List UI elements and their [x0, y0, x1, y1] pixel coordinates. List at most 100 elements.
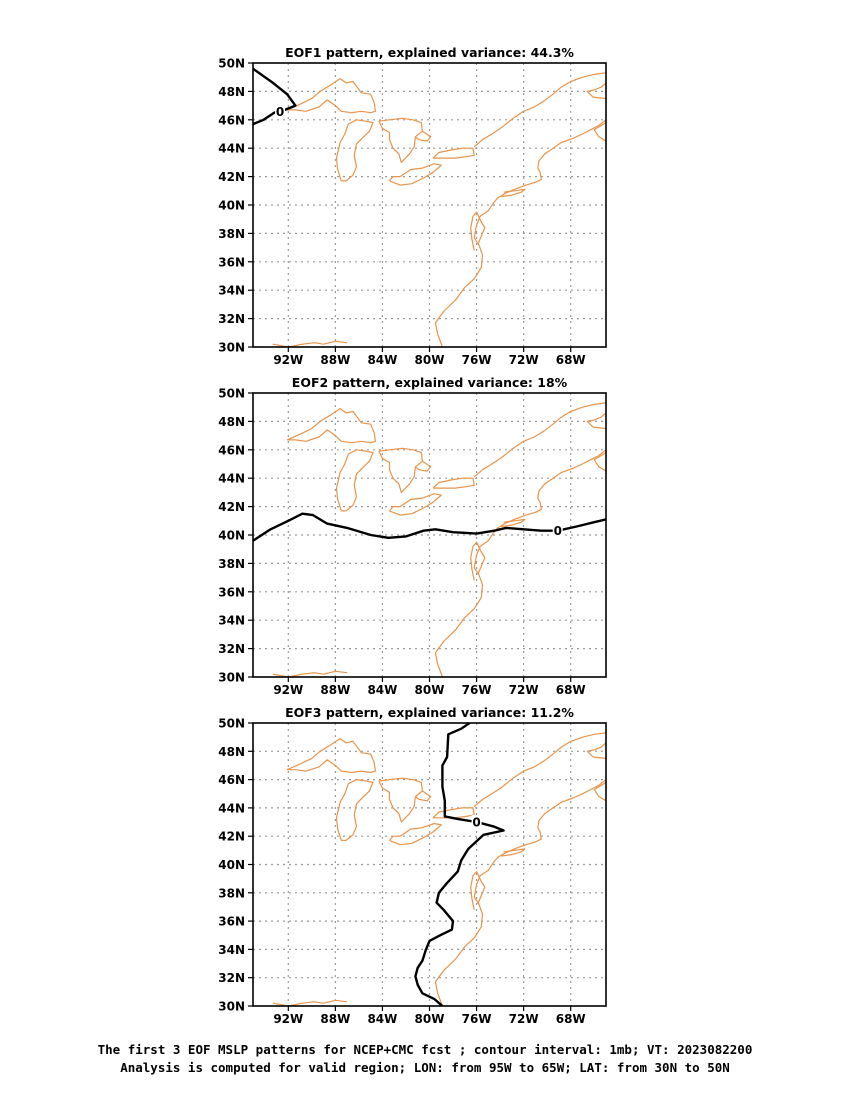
x-tick-label: 68W	[556, 353, 586, 367]
y-tick-label: 42N	[218, 500, 245, 514]
y-tick-label: 46N	[218, 113, 245, 127]
x-tick-label: 80W	[415, 1012, 445, 1026]
graticule	[253, 63, 606, 347]
coastline	[434, 463, 583, 677]
coastline	[582, 119, 606, 135]
coastline	[272, 670, 348, 677]
coastline	[378, 777, 423, 823]
y-tick-label: 36N	[218, 915, 245, 929]
zero-contour-line	[253, 512, 606, 542]
x-tick-label: 80W	[415, 353, 445, 367]
coastline	[335, 119, 374, 182]
coastline	[473, 732, 606, 807]
x-tick-label: 84W	[367, 1012, 397, 1026]
coastline	[470, 541, 486, 581]
coastline	[335, 449, 374, 512]
y-tick-label: 48N	[218, 415, 245, 429]
y-tick-label: 36N	[218, 585, 245, 599]
coastline	[473, 402, 606, 478]
contour-label: 0	[472, 816, 480, 830]
coastline	[378, 447, 423, 493]
y-tick-label: 48N	[218, 85, 245, 99]
coastline	[432, 807, 475, 819]
eof2-panel: EOF2 pattern, explained variance: 18% 0 92…	[218, 375, 607, 697]
coastline	[432, 477, 475, 489]
y-tick-label: 42N	[218, 830, 245, 844]
coastline	[582, 779, 606, 795]
graticule	[253, 393, 606, 677]
coastline	[434, 793, 583, 1006]
y-tick-label: 46N	[218, 443, 245, 457]
coastline	[501, 848, 526, 857]
panel-title: EOF3 pattern, explained variance: 11.2%	[285, 705, 574, 720]
coastline	[473, 72, 606, 148]
y-tick-label: 40N	[218, 199, 245, 213]
y-tick-label: 32N	[218, 642, 245, 656]
coastline	[272, 999, 348, 1006]
x-tick-label: 84W	[367, 353, 397, 367]
coastline	[286, 737, 376, 774]
x-tick-label: 88W	[320, 683, 350, 697]
coastline	[272, 340, 348, 347]
x-tick-label: 92W	[273, 353, 303, 367]
coastline	[586, 82, 606, 100]
y-tick-label: 40N	[218, 529, 245, 543]
eof3-panel: EOF3 pattern, explained variance: 11.2% 0…	[218, 705, 607, 1026]
y-tick-label: 34N	[218, 943, 245, 957]
caption-line-2: Analysis is computed for valid region; L…	[120, 1060, 730, 1075]
coastline	[586, 742, 606, 759]
y-tick-label: 44N	[218, 142, 245, 156]
coastline	[286, 408, 376, 444]
zero-contour-line	[414, 723, 505, 1006]
y-tick-label: 44N	[218, 472, 245, 486]
y-tick-label: 42N	[218, 170, 245, 184]
x-tick-label: 72W	[509, 683, 539, 697]
coastline	[432, 147, 475, 159]
y-tick-label: 34N	[218, 614, 245, 628]
panel-title: EOF1 pattern, explained variance: 44.3%	[285, 45, 574, 60]
x-tick-label: 68W	[556, 683, 586, 697]
coastline	[593, 122, 606, 142]
y-tick-label: 38N	[218, 557, 245, 571]
contour-label: 0	[276, 105, 284, 119]
coastline	[582, 449, 606, 465]
contour-label-bg	[275, 104, 286, 119]
x-tick-label: 76W	[462, 353, 492, 367]
x-tick-label: 72W	[509, 353, 539, 367]
y-tick-label: 46N	[218, 773, 245, 787]
y-tick-label: 50N	[218, 717, 245, 731]
y-tick-label: 50N	[218, 57, 245, 71]
x-tick-label: 80W	[415, 683, 445, 697]
coastline	[415, 790, 432, 802]
coastline	[389, 163, 442, 186]
y-tick-label: 48N	[218, 745, 245, 759]
y-tick-label: 34N	[218, 284, 245, 298]
coastline	[470, 870, 486, 910]
y-tick-label: 32N	[218, 971, 245, 985]
coastlines	[272, 72, 606, 347]
coastline	[434, 133, 583, 347]
coastline	[501, 518, 526, 528]
panel-title: EOF2 pattern, explained variance: 18%	[292, 375, 568, 390]
contour-label-bg	[471, 815, 482, 830]
y-tick-label: 30N	[218, 1000, 245, 1014]
y-tick-label: 30N	[218, 671, 245, 685]
x-tick-label: 68W	[556, 1012, 586, 1026]
coastline	[415, 460, 432, 472]
coastline	[470, 211, 486, 251]
coastline	[286, 77, 376, 114]
graticule	[253, 723, 606, 1006]
coastlines	[272, 402, 606, 677]
eof1-panel: EOF1 pattern, explained variance: 44.3% 0…	[218, 45, 607, 367]
coastline	[389, 822, 442, 846]
y-tick-label: 40N	[218, 858, 245, 872]
contour-label-bg	[552, 523, 563, 538]
coastline	[415, 130, 432, 142]
y-tick-label: 30N	[218, 341, 245, 355]
x-tick-label: 72W	[509, 1012, 539, 1026]
coastline	[389, 493, 442, 516]
x-tick-label: 88W	[320, 353, 350, 367]
x-tick-label: 84W	[367, 683, 397, 697]
y-tick-label: 50N	[218, 387, 245, 401]
